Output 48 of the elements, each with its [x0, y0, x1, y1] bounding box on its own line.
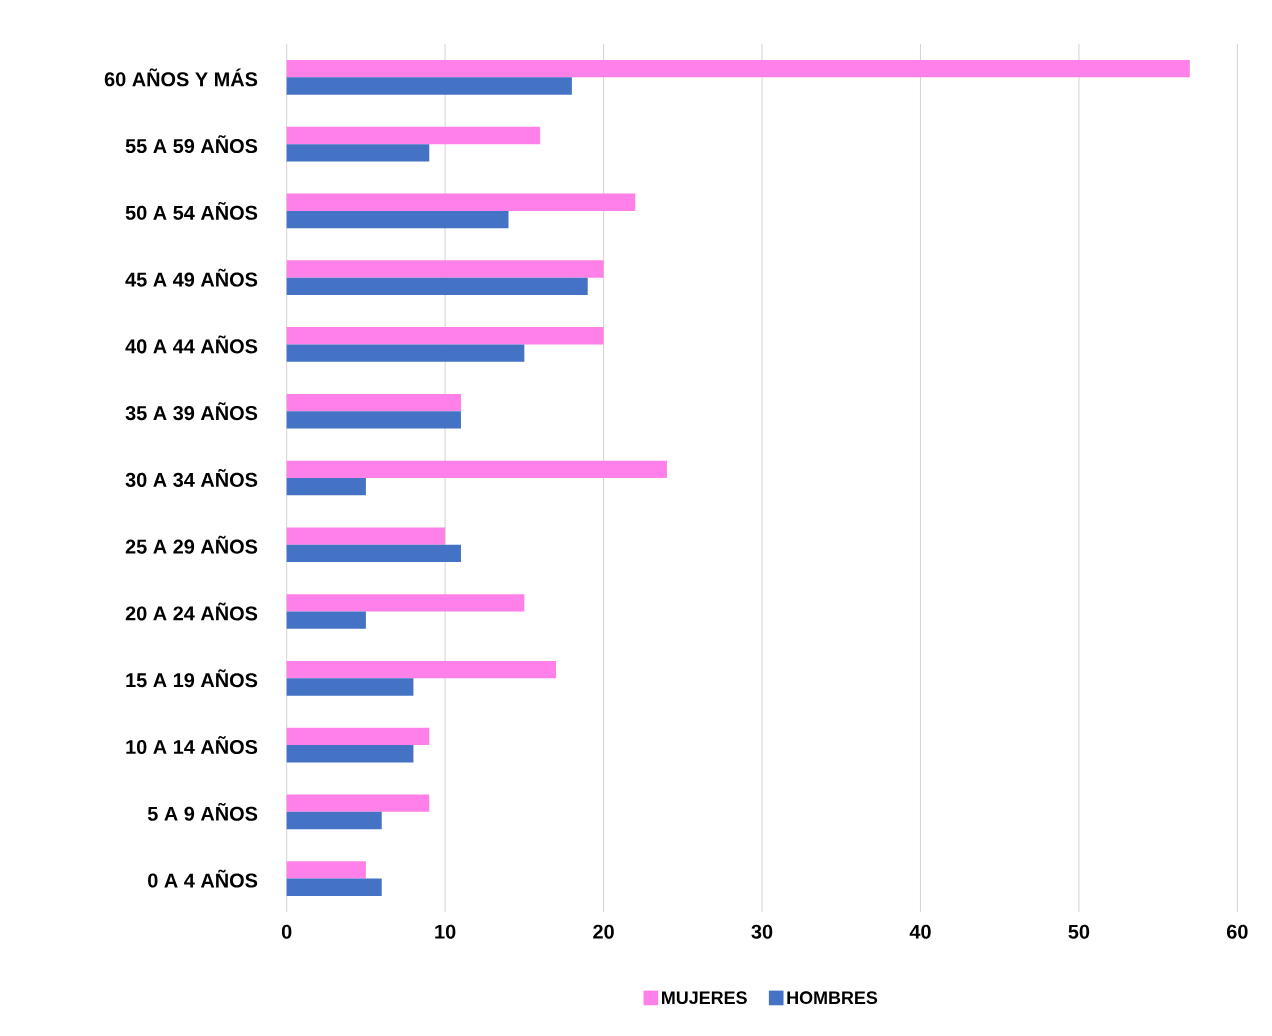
x-tick-label: 50: [1068, 924, 1090, 939]
bar: [286, 60, 1190, 78]
bar: [286, 126, 541, 145]
legend-label: MUJERES: [662, 991, 747, 1005]
x-tick-label: 60: [1226, 924, 1248, 939]
bar: [286, 594, 525, 612]
bar: [286, 327, 604, 345]
bar: [286, 861, 366, 879]
bar: [286, 660, 557, 679]
y-tick-label: 15 A 19 AÑOS: [126, 669, 258, 688]
bar: [286, 411, 461, 429]
y-tick-label: 50 A 54 AÑOS: [125, 201, 258, 220]
y-tick-label: 30 A 34 AÑOS: [125, 469, 258, 487]
y-tick-label: 35 A 39 AÑOS: [125, 402, 258, 421]
bar: [286, 527, 446, 545]
bar: [286, 193, 636, 211]
bar: [286, 144, 430, 162]
x-tick-label: 0: [281, 924, 292, 939]
y-tick-label: 45 A 49 AÑOS: [125, 268, 258, 287]
y-tick-label: 0 A 4 AÑOS: [148, 869, 258, 888]
bar: [286, 727, 430, 746]
x-tick-label: 30: [751, 924, 773, 939]
y-tick-label: 60 AÑOS Y MÁS: [104, 68, 258, 87]
bar: [286, 277, 588, 296]
y-tick-label: 5 A 9 AÑOS: [147, 802, 258, 821]
x-tick-label: 10: [435, 924, 456, 939]
y-tick-label: 20 A 24 AÑOS: [125, 602, 258, 621]
bar: [286, 260, 604, 278]
bar: [286, 460, 667, 478]
y-tick-label: 10 A 14 AÑOS: [126, 736, 258, 755]
bar: [286, 477, 366, 496]
legend-label: HOMBRES: [787, 991, 878, 1005]
bar: [286, 344, 525, 362]
x-tick-label: 20: [593, 924, 614, 939]
bar: [286, 77, 572, 95]
bar: [286, 678, 414, 696]
y-tick-label: 55 A 59 AÑOS: [125, 135, 258, 154]
bar: [286, 611, 366, 629]
y-tick-label: 40 A 44 AÑOS: [125, 335, 258, 354]
x-tick-label: 40: [909, 924, 931, 939]
bar: [286, 745, 414, 763]
bar: [286, 878, 382, 896]
bar: [286, 811, 382, 830]
bar: [286, 544, 461, 563]
bar: [286, 794, 430, 812]
y-tick-label: 25 A 29 AÑOS: [125, 535, 258, 554]
bar: [286, 210, 509, 229]
bar: [286, 393, 461, 412]
